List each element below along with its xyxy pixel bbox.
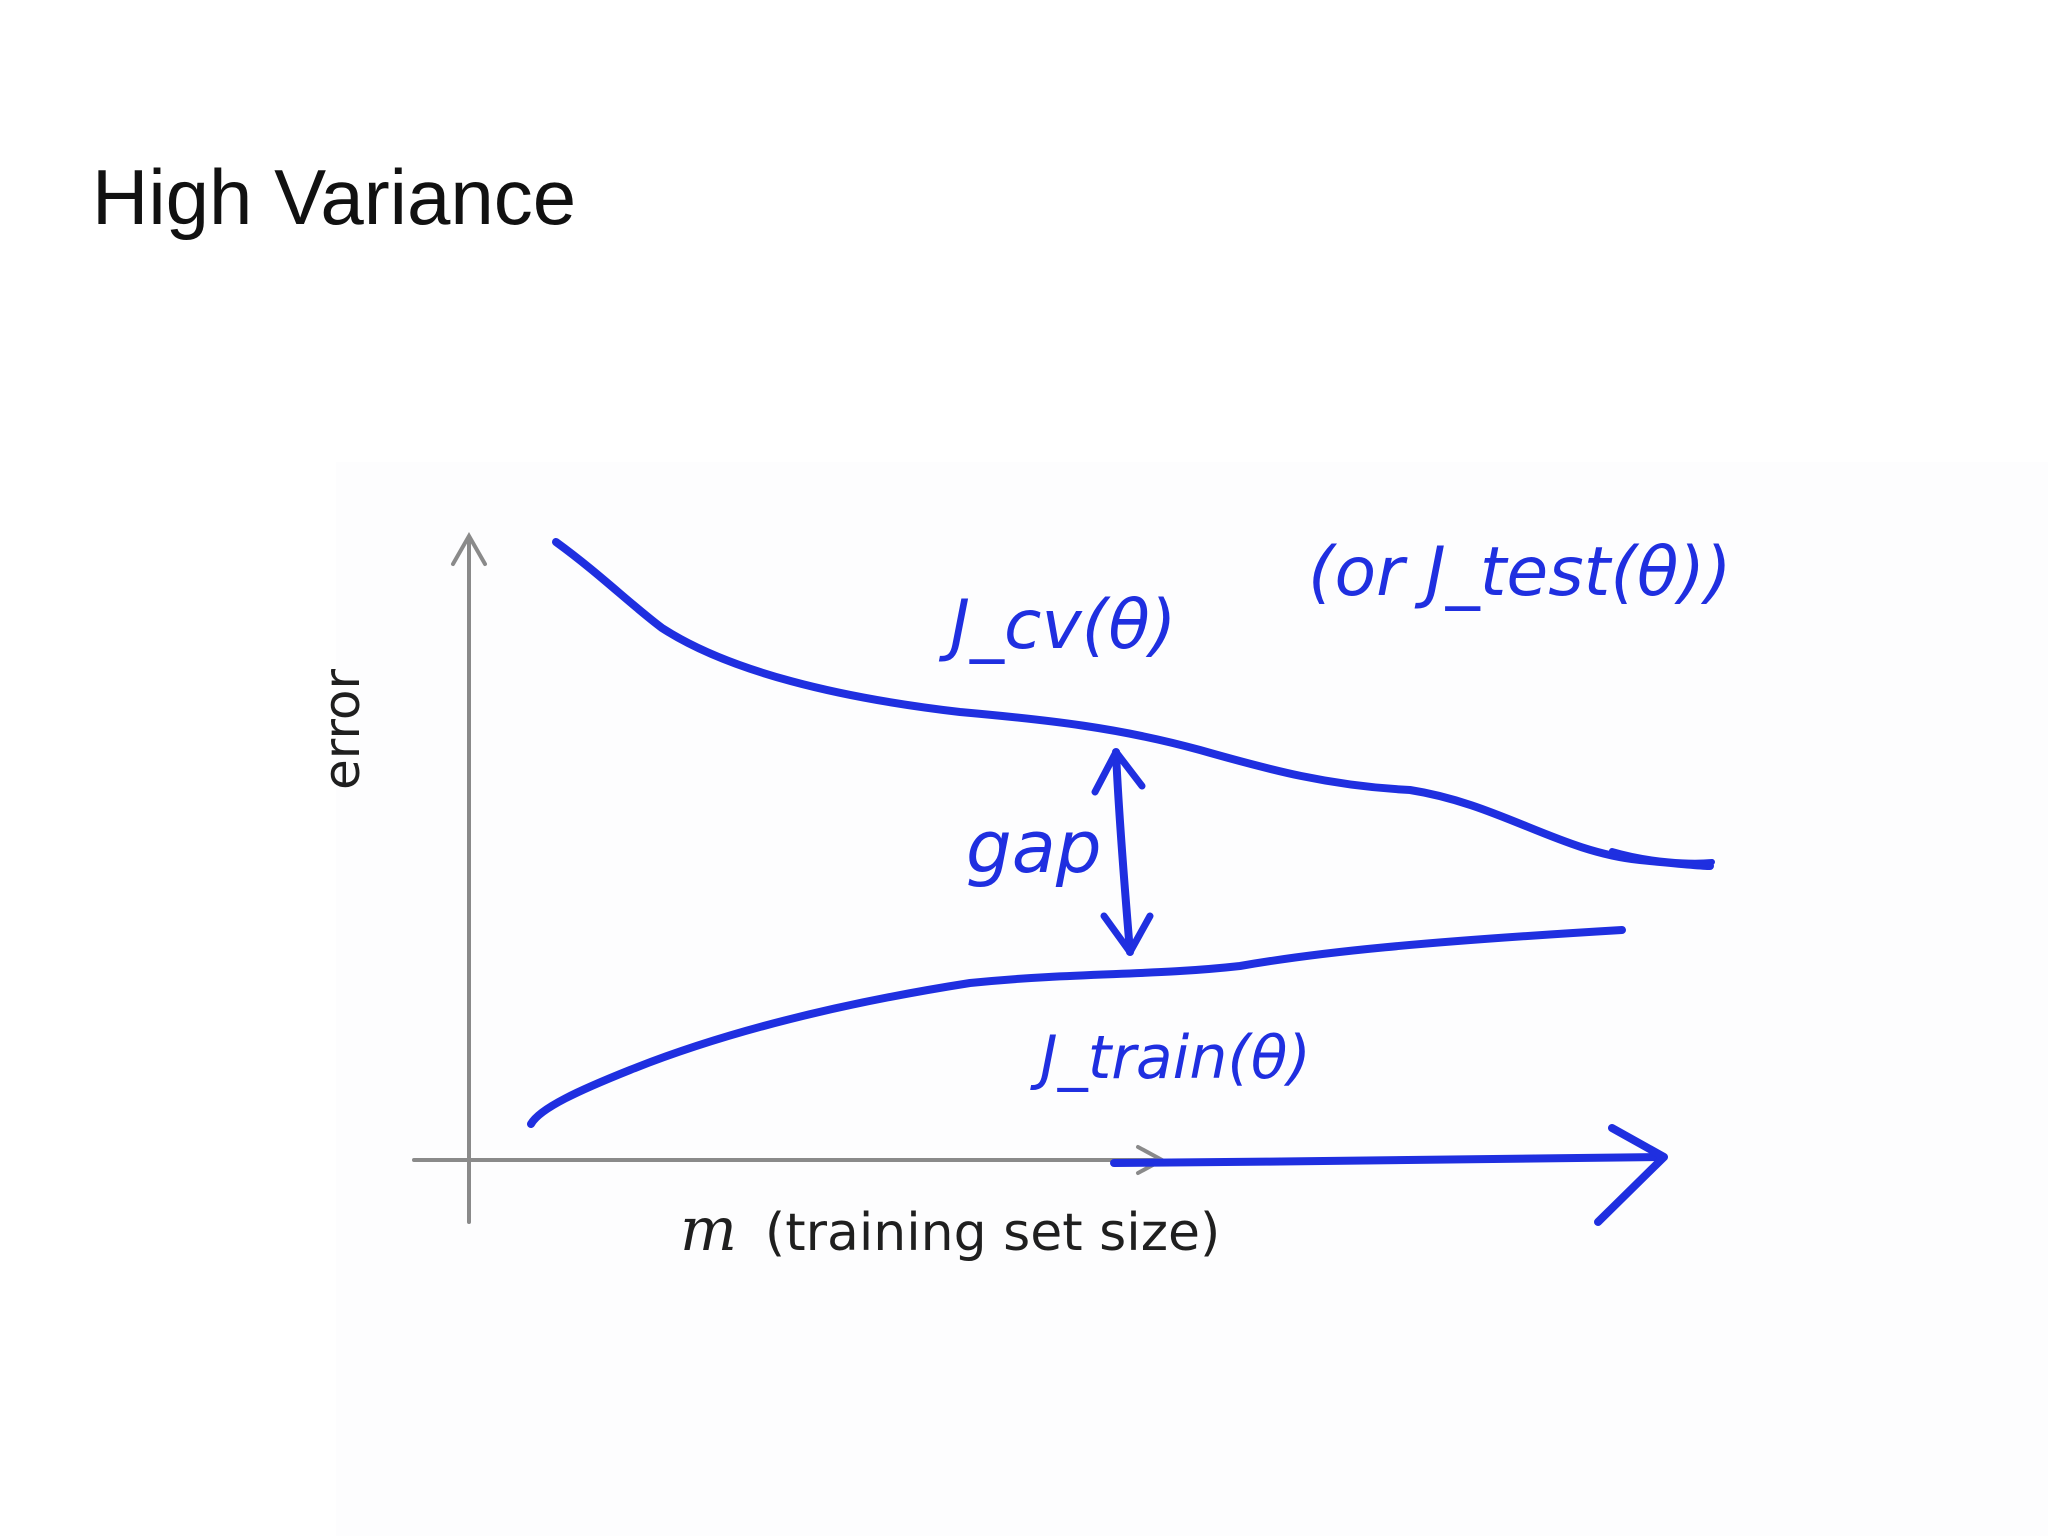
cv-error-curve [552, 538, 1714, 870]
cv-alt-label: (or J_test(θ)) [1308, 533, 1732, 612]
gap-label: gap [966, 805, 1102, 889]
cv-error-curve-end-stroke [1609, 848, 1715, 866]
gap-arrow-shaft [1112, 748, 1134, 956]
x-axis-variable: m [680, 1195, 737, 1265]
handwritten-x-axis-arrowhead [1594, 1124, 1668, 1226]
slide-title: High Variance [92, 153, 577, 241]
y-axis-label: error [313, 668, 371, 790]
y-axis-arrowhead [451, 531, 487, 566]
handwritten-x-axis-arrow [1110, 1153, 1666, 1167]
train-curve-label: J_train(θ) [1030, 1023, 1311, 1093]
handwritten-ink [527, 538, 1715, 1226]
x-axis-description: (training set size) [764, 1203, 1221, 1263]
gap-arrow-top-head [1091, 748, 1146, 796]
train-error-curve [527, 926, 1626, 1128]
figure-background [336, 462, 2048, 1536]
gap-arrow-bottom-head [1100, 912, 1154, 956]
cv-curve-label: J_cv(θ) [938, 586, 1176, 665]
x-axis-label: m (training set size) [680, 1195, 1220, 1265]
axes [412, 531, 1167, 1224]
